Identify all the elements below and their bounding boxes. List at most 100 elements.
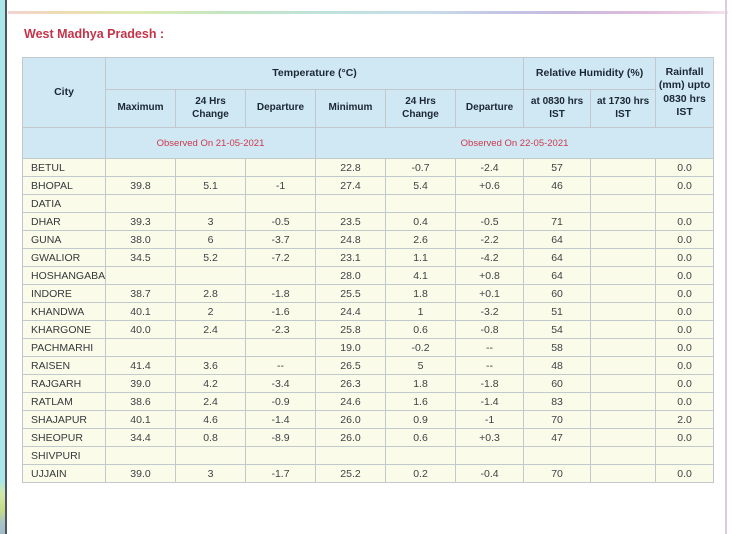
cell-max: 39.8 (105, 176, 176, 195)
cell-rainfall: 0.0 (655, 284, 715, 303)
cell-rh_1730 (590, 212, 657, 231)
cell-min: 22.8 (315, 158, 386, 177)
cell-rh_1730 (590, 374, 657, 393)
cell-city: RAISEN (22, 356, 106, 375)
cell-rh_1730 (590, 158, 657, 177)
table-row: KHANDWA 40.1 2 -1.6 24.4 1 -3.2 51 0.0 (22, 302, 715, 321)
observed-date-right: Observed On 22-05-2021 (314, 127, 715, 159)
cell-city: HOSHANGABAD (22, 266, 106, 285)
table-row: UJJAIN 39.0 3 -1.7 25.2 0.2 -0.4 70 0.0 (22, 464, 715, 483)
cell-min_dep: -3.2 (454, 302, 525, 321)
cell-max: 40.0 (105, 320, 176, 339)
cell-max_change: 4.2 (175, 374, 246, 393)
cell-min_change: 0.2 (385, 464, 456, 483)
cell-rh_1730 (590, 266, 657, 285)
cell-min (315, 194, 386, 213)
cell-min_change: 4.1 (385, 266, 456, 285)
cell-rh_0830: 58 (523, 338, 592, 357)
cell-max_change: 4.6 (175, 410, 246, 429)
cell-max_change (175, 446, 246, 465)
cell-min_dep (454, 446, 525, 465)
cell-max: 38.7 (105, 284, 176, 303)
table-row: KHARGONE 40.0 2.4 -2.3 25.8 0.6 -0.8 54 0.0 (22, 320, 715, 339)
column-header-city: City (22, 57, 106, 128)
cell-min_change (385, 194, 456, 213)
cell-max_dep: -8.9 (245, 428, 316, 447)
table-row: SHAJAPUR 40.1 4.6 -1.4 26.0 0.9 -1 70 2.0 (22, 410, 715, 429)
observed-dates-row: Observed On 21-05-2021 Observed On 22-05… (22, 127, 715, 159)
cell-max_dep (245, 266, 316, 285)
right-frame-border (725, 0, 727, 534)
cell-max_change: 3 (175, 464, 246, 483)
cell-city: RAJGARH (22, 374, 106, 393)
cell-max_change: 5.1 (175, 176, 246, 195)
cell-max: 41.4 (105, 356, 176, 375)
cell-max_change (175, 338, 246, 357)
cell-rainfall: 0.0 (655, 248, 715, 267)
cell-max_change: 2 (175, 302, 246, 321)
cell-rh_1730 (590, 320, 657, 339)
column-header-min-departure: Departure (454, 89, 525, 128)
cell-max: 39.0 (105, 464, 176, 483)
column-header-min-24hrs-change: 24 Hrs Change (385, 89, 456, 128)
cell-max_dep: -0.9 (245, 392, 316, 411)
cell-max: 40.1 (105, 410, 176, 429)
cell-min_dep: -0.8 (454, 320, 525, 339)
cell-max: 34.5 (105, 248, 176, 267)
cell-max_change (175, 266, 246, 285)
cell-rainfall (655, 194, 715, 213)
cell-rh_0830: 70 (523, 410, 592, 429)
cell-max_change: 6 (175, 230, 246, 249)
cell-min_dep: +0.6 (454, 176, 525, 195)
cell-min_change: 5 (385, 356, 456, 375)
cell-rh_0830: 64 (523, 230, 592, 249)
cell-rh_1730 (590, 302, 657, 321)
cell-max_change: 5.2 (175, 248, 246, 267)
observed-date-left: Observed On 21-05-2021 (105, 127, 316, 159)
group-header-temperature: Temperature (°C) (104, 57, 525, 90)
table-row: BHOPAL 39.8 5.1 -1 27.4 5.4 +0.6 46 0.0 (22, 176, 715, 195)
cell-min_dep: -- (454, 338, 525, 357)
left-frame-border (5, 0, 7, 534)
cell-city: GWALIOR (22, 248, 106, 267)
cell-max: 39.3 (105, 212, 176, 231)
cell-city: UJJAIN (22, 464, 106, 483)
cell-rh_0830: 83 (523, 392, 592, 411)
cell-max_change: 3.6 (175, 356, 246, 375)
cell-max_change (175, 194, 246, 213)
cell-min_change: 0.4 (385, 212, 456, 231)
cell-rainfall: 0.0 (655, 428, 715, 447)
cell-city: DHAR (22, 212, 106, 231)
cell-rh_1730 (590, 284, 657, 303)
cell-city: INDORE (22, 284, 106, 303)
cell-min_dep: -1.8 (454, 374, 525, 393)
cell-min_dep: -- (454, 356, 525, 375)
cell-city: GUNA (22, 230, 106, 249)
cell-rainfall: 0.0 (655, 338, 715, 357)
cell-rh_0830: 64 (523, 248, 592, 267)
cell-max_dep (245, 158, 316, 177)
column-header-rh-1730: at 1730 hrs IST (590, 89, 657, 128)
cell-min_change: 1.6 (385, 392, 456, 411)
cell-max (105, 158, 176, 177)
cell-min_dep: -0.5 (454, 212, 525, 231)
table-row: RAISEN 41.4 3.6 -- 26.5 5 -- 48 0.0 (22, 356, 715, 375)
column-header-maximum: Maximum (105, 89, 176, 128)
cell-max: 38.0 (105, 230, 176, 249)
cell-rh_1730 (590, 338, 657, 357)
cell-min_change: 0.6 (385, 428, 456, 447)
cell-min_dep: -2.4 (454, 158, 525, 177)
table-row: SHIVPURI (22, 446, 715, 465)
cell-min_change: -0.7 (385, 158, 456, 177)
cell-max (105, 266, 176, 285)
cell-min_change: 0.6 (385, 320, 456, 339)
cell-min: 26.0 (315, 410, 386, 429)
cell-min: 25.8 (315, 320, 386, 339)
cell-rh_0830: 46 (523, 176, 592, 195)
cell-rainfall: 0.0 (655, 212, 715, 231)
table-row: PACHMARHI 19.0 -0.2 -- 58 0.0 (22, 338, 715, 357)
cell-city: KHARGONE (22, 320, 106, 339)
cell-city: KHANDWA (22, 302, 106, 321)
sub-header-row: Maximum 24 Hrs Change Departure Minimum … (23, 89, 714, 128)
